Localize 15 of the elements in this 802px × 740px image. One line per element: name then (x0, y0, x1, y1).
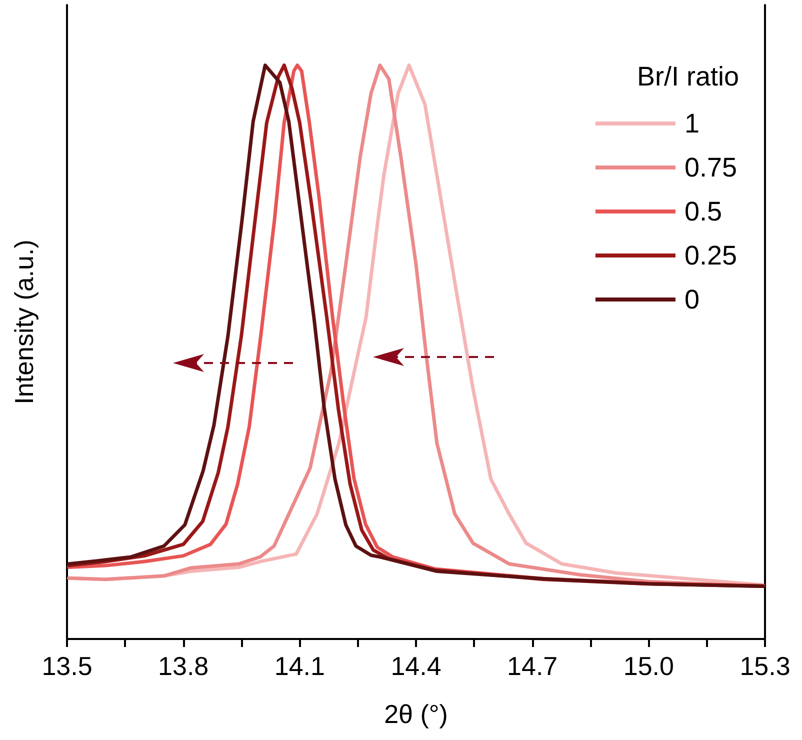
x-tick-label: 15.0 (623, 651, 674, 681)
x-axis-title: 2θ (°) (384, 699, 448, 729)
y-axis-title: Intensity (a.u.) (9, 240, 39, 404)
x-tick-label: 15.3 (740, 651, 790, 681)
x-tick-label: 14.1 (274, 651, 325, 681)
x-tick-label: 14.7 (507, 651, 558, 681)
x-tick-label: 13.5 (42, 651, 92, 681)
legend-label: 0.75 (684, 152, 738, 182)
legend-label: 0 (684, 284, 700, 314)
x-tick-label: 13.8 (158, 651, 209, 681)
x-tick-label: 14.4 (390, 651, 442, 681)
legend-title: Br/I ratio (636, 62, 740, 92)
legend-label: 0.25 (684, 240, 738, 270)
legend-label: 1 (684, 108, 700, 138)
legend-label: 0.5 (684, 196, 722, 226)
